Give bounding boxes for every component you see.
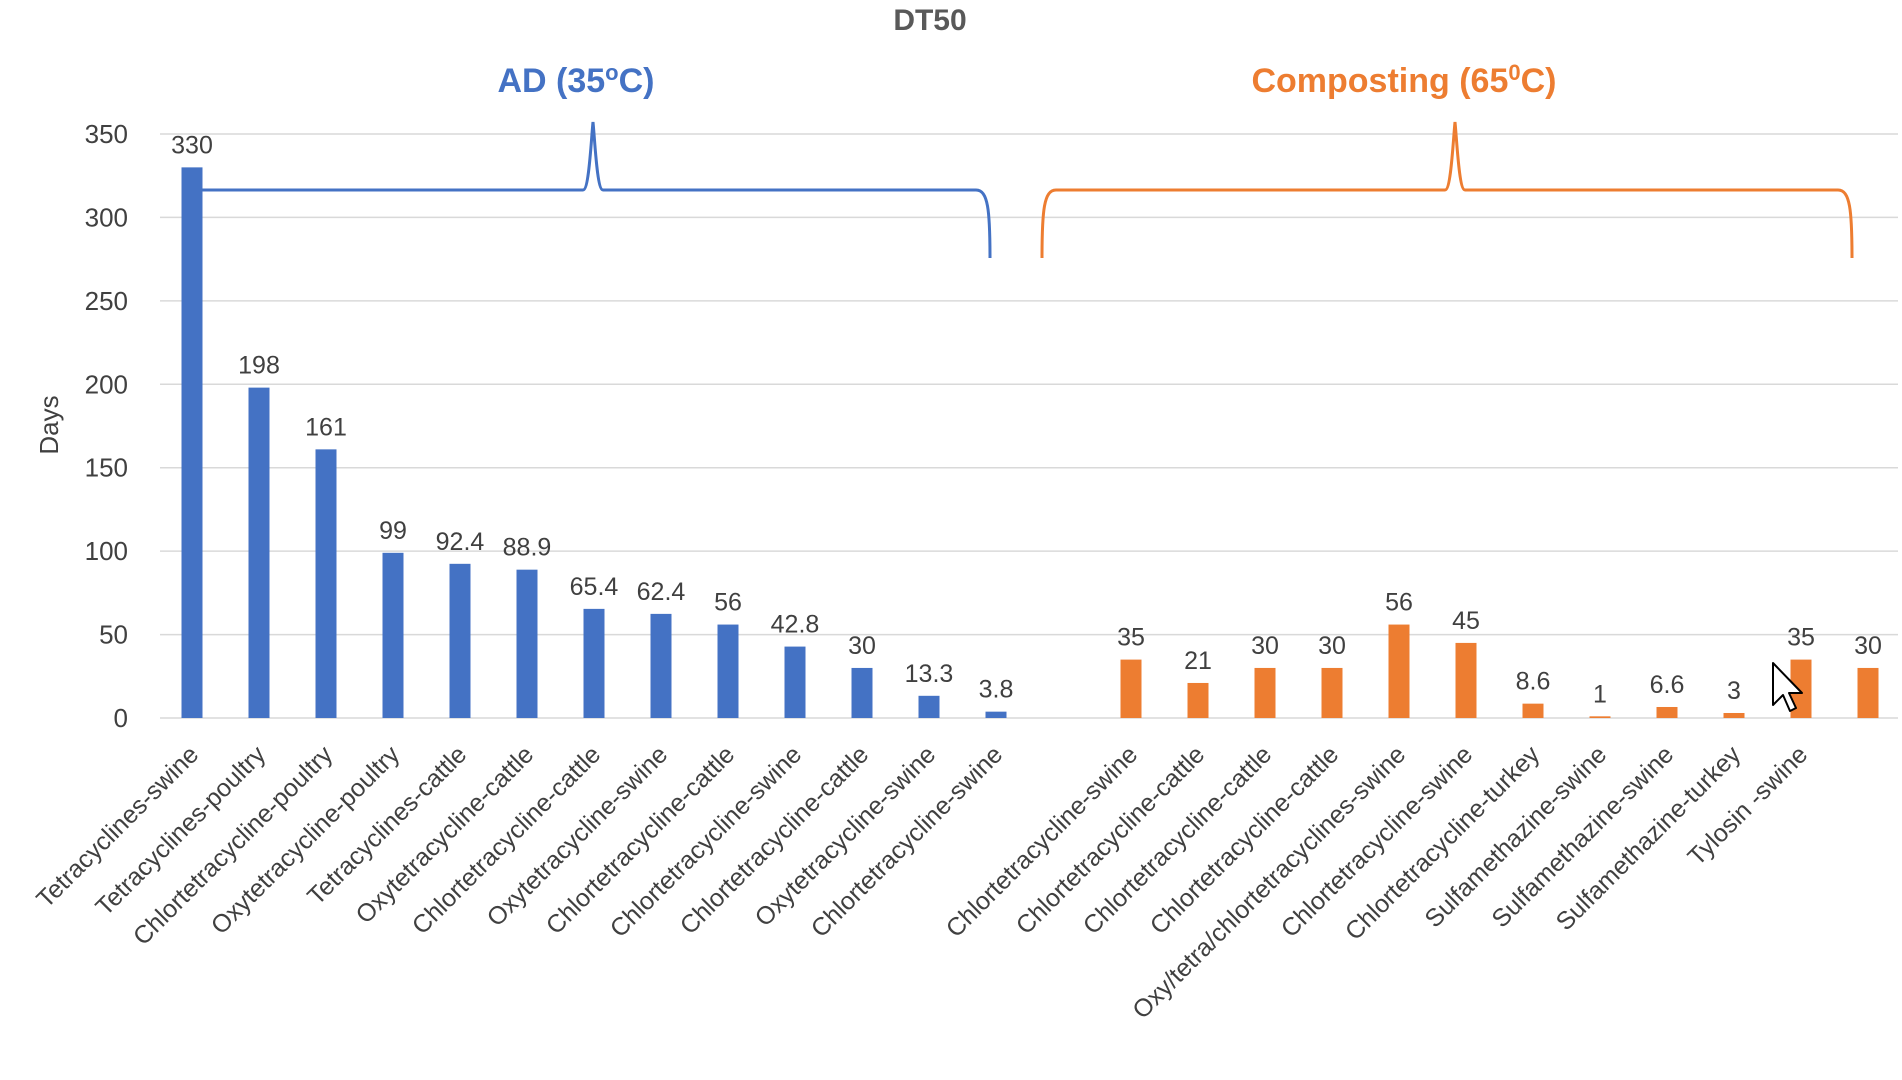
bar: [1455, 642, 1477, 718]
y-tick-label: 200: [85, 369, 128, 399]
y-tick-label: 150: [85, 453, 128, 483]
bar: [1589, 716, 1611, 718]
bar: [1790, 659, 1812, 718]
data-label: 8.6: [1516, 668, 1551, 696]
bar: [315, 449, 337, 718]
group-title: Composting (650C): [1251, 60, 1556, 100]
data-label: 30: [1854, 632, 1882, 660]
bar: [1254, 667, 1276, 718]
bar: [1120, 659, 1142, 718]
bar: [583, 608, 605, 718]
bar: [985, 711, 1007, 718]
y-tick-label: 350: [85, 119, 128, 149]
data-label: 92.4: [436, 528, 485, 556]
bar: [717, 624, 739, 718]
data-label: 35: [1787, 624, 1815, 652]
data-label: 56: [714, 589, 742, 617]
group-brace: [182, 121, 992, 259]
data-label: 56: [1385, 589, 1413, 617]
bar: [1388, 624, 1410, 718]
bars: [181, 167, 1879, 718]
bar: [1522, 703, 1544, 718]
data-label: 30: [1318, 632, 1346, 660]
group-brace: [1040, 121, 1854, 259]
y-tick-label: 100: [85, 536, 128, 566]
data-label: 13.3: [905, 660, 954, 688]
group-title: AD (35oC): [497, 60, 654, 100]
data-label: 99: [379, 517, 407, 545]
bar: [1857, 667, 1879, 718]
data-label: 30: [848, 632, 876, 660]
bar: [851, 667, 873, 718]
y-tick-label: 50: [99, 620, 128, 650]
bar: [918, 695, 940, 718]
bar: [449, 563, 471, 718]
data-label: 30: [1251, 632, 1279, 660]
data-label: 3: [1727, 677, 1741, 705]
bar: [181, 167, 203, 718]
category-labels: Tetracyclines-swineTetracyclines-poultry…: [31, 740, 1813, 1024]
y-tick-label: 0: [114, 703, 128, 733]
bar: [784, 646, 806, 718]
category-label: Tylosin -swine: [1682, 740, 1813, 871]
bar: [1187, 682, 1209, 718]
chart-title: DT50: [893, 4, 966, 37]
y-axis-label: Days: [34, 395, 64, 454]
bar: [1656, 706, 1678, 718]
data-label: 88.9: [503, 534, 552, 562]
data-label: 161: [305, 413, 347, 441]
data-label: 198: [238, 352, 280, 380]
group-titles: AD (35oC) Composting (650C): [497, 60, 1556, 100]
data-label: 330: [171, 131, 213, 159]
data-label: 62.4: [637, 578, 686, 606]
data-label: 42.8: [771, 611, 820, 639]
data-label: 3.8: [979, 676, 1014, 704]
data-label: 21: [1184, 647, 1212, 675]
bar: [382, 552, 404, 718]
data-label: 6.6: [1650, 671, 1685, 699]
data-label: 45: [1452, 607, 1480, 635]
mouse-cursor-icon: [1772, 662, 1803, 712]
bar: [1723, 712, 1745, 718]
data-label: 35: [1117, 624, 1145, 652]
y-tick-label: 300: [85, 202, 128, 232]
data-label: 65.4: [570, 573, 619, 601]
bar: [248, 387, 270, 718]
data-label: 1: [1593, 680, 1607, 708]
group-braces: [182, 121, 1854, 259]
y-axis-ticks: 0 50 100 150 200 250 300 350: [85, 119, 128, 733]
gridlines: [160, 133, 1898, 719]
bar: [650, 613, 672, 718]
y-tick-label: 250: [85, 286, 128, 316]
bar: [516, 569, 538, 718]
bar: [1321, 667, 1343, 718]
